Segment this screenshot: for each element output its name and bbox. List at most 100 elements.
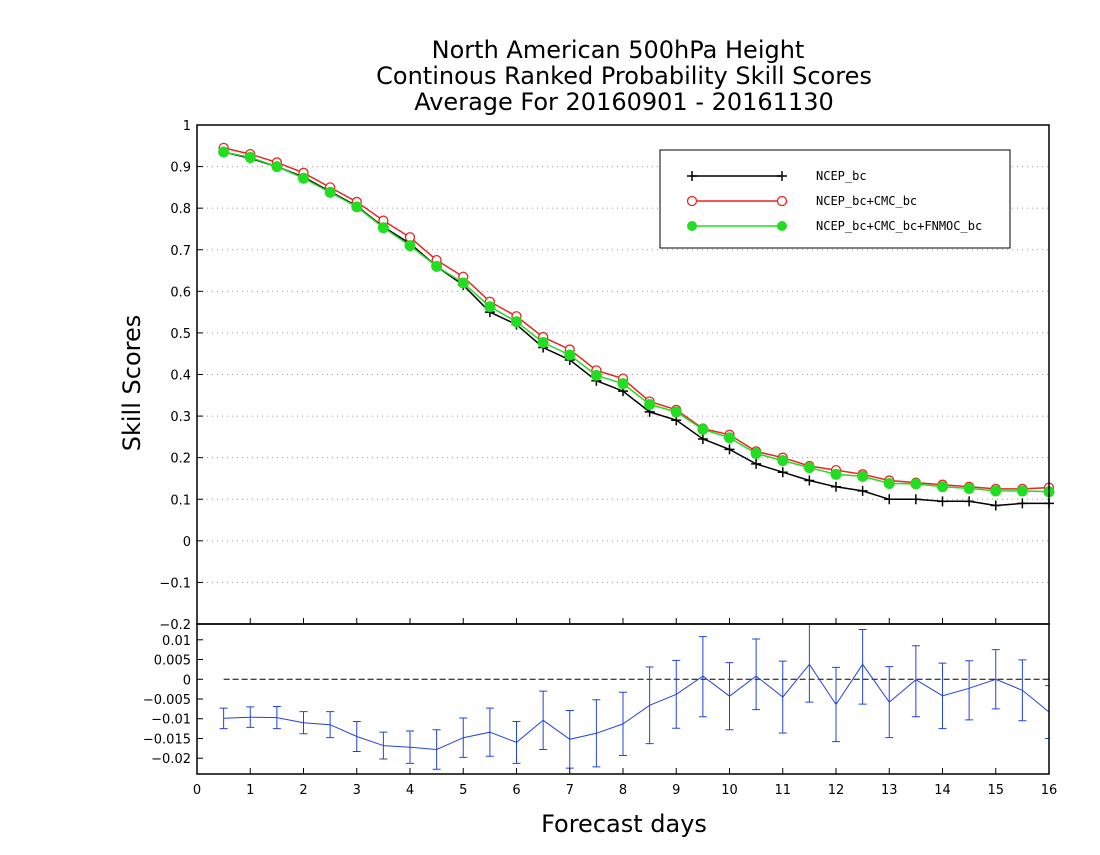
y-tick-label: −0.2 <box>159 618 191 633</box>
data-point <box>298 172 309 184</box>
x-tick-label: 3 <box>353 783 361 798</box>
data-point <box>324 186 336 198</box>
data-point <box>724 432 735 444</box>
error-bar <box>911 645 920 718</box>
data-point <box>724 444 735 455</box>
error-bar <box>219 707 228 730</box>
data-point <box>831 481 841 492</box>
y-tick-label: 0.6 <box>170 285 191 300</box>
error-bar <box>805 624 814 703</box>
x-tick-label: 0 <box>193 783 201 798</box>
error-bar <box>645 666 654 745</box>
data-point <box>751 458 762 469</box>
error-bar <box>991 649 1000 710</box>
error-bar <box>672 659 681 729</box>
y-tick-label: 0.8 <box>170 202 191 217</box>
title-line-2: Continous Ranked Probability Skill Score… <box>376 62 872 90</box>
error-bar <box>379 731 388 760</box>
x-tick-label: 12 <box>828 783 845 798</box>
legend: NCEP_bc NCEP_bc+CMC_bc NCEP_bc+CMC_bc+FNMO… <box>659 149 1011 249</box>
data-point <box>990 500 1001 511</box>
y-tick-label: 0.5 <box>170 327 191 342</box>
series-2 <box>218 146 1055 498</box>
y-tick-label: −0.1 <box>159 576 191 591</box>
error-bar <box>432 729 441 770</box>
data-point <box>937 496 948 507</box>
bottom-panel-y-ticks: −0.02 −0.015 −0.01 −0.005 0 0.005 0.01 <box>143 634 203 767</box>
data-point <box>351 201 363 213</box>
data-point <box>404 240 416 252</box>
x-tick-label: 16 <box>1041 783 1058 798</box>
data-point <box>1017 498 1028 509</box>
data-point <box>910 494 921 505</box>
y-tick-label: 0.005 <box>154 654 191 669</box>
y-axis-label: Skill Scores <box>118 315 146 452</box>
data-point <box>964 496 975 507</box>
legend-entry: NCEP_bc+CMC_bc+FNMOC_bc <box>687 219 982 233</box>
x-axis-ticks: 0 1 2 3 4 5 6 7 8 9 10 11 12 13 14 15 16 <box>193 618 1057 798</box>
x-tick-label: 2 <box>299 783 307 798</box>
error-bar <box>698 636 707 718</box>
data-point <box>697 433 708 444</box>
data-point <box>884 494 895 505</box>
data-point <box>244 151 256 163</box>
data-point <box>857 470 869 482</box>
y-tick-label: 0.7 <box>170 244 191 259</box>
x-tick-label: 5 <box>459 783 467 798</box>
data-point <box>777 455 789 467</box>
data-point <box>990 485 1002 497</box>
data-point <box>777 467 788 478</box>
data-point <box>271 161 283 173</box>
data-point <box>484 301 496 313</box>
error-bar <box>299 711 308 735</box>
x-tick-label: 7 <box>566 783 574 798</box>
data-point <box>431 260 443 272</box>
legend-marker <box>687 221 697 231</box>
legend-label: NCEP_bc+CMC_bc <box>816 194 917 208</box>
y-tick-label: 0.3 <box>170 410 191 425</box>
data-point <box>883 477 895 489</box>
data-point <box>830 468 842 480</box>
error-bar <box>1018 659 1027 722</box>
error-bar <box>272 706 281 730</box>
legend-entry: NCEP_bc <box>687 169 867 183</box>
data-point <box>377 222 389 234</box>
data-point <box>644 398 656 410</box>
y-tick-label: 1 <box>183 119 191 134</box>
y-tick-label: 0 <box>183 535 191 550</box>
y-tick-label: −0.005 <box>143 693 191 708</box>
error-bar <box>778 660 787 734</box>
x-tick-label: 1 <box>246 783 254 798</box>
legend-label: NCEP_bc+CMC_bc+FNMOC_bc <box>816 219 982 233</box>
top-panel-gridlines <box>197 166 1049 583</box>
x-tick-label: 11 <box>774 783 791 798</box>
x-tick-label: 15 <box>987 783 1004 798</box>
x-tick-label: 13 <box>881 783 898 798</box>
x-tick-label: 14 <box>934 783 951 798</box>
error-bar <box>1045 685 1049 739</box>
x-tick-label: 6 <box>512 783 520 798</box>
error-bar <box>938 662 947 730</box>
legend-marker <box>777 221 787 231</box>
data-point <box>617 378 629 390</box>
error-bar <box>512 721 521 764</box>
error-bar <box>752 638 761 711</box>
error-bar <box>592 699 601 768</box>
data-point <box>1016 485 1028 497</box>
top-panel-y-ticks: −0.2 −0.1 0 0.1 0.2 0.3 0.4 0.5 0.6 0.7 0.8 0.9 1 <box>159 119 203 633</box>
y-tick-label: 0.4 <box>170 369 191 384</box>
data-point <box>590 369 602 381</box>
error-bar <box>565 709 574 769</box>
top-panel-series <box>218 142 1055 511</box>
error-bar <box>619 691 627 756</box>
x-axis-label: Forecast days <box>541 810 707 838</box>
legend-entries: NCEP_bc NCEP_bc+CMC_bc NCEP_bc+CMC_bc+FNMO… <box>686 169 982 233</box>
x-tick-label: 8 <box>619 783 627 798</box>
legend-marker <box>777 171 787 181</box>
data-point <box>910 478 922 490</box>
error-bar <box>725 662 734 731</box>
difference-line <box>223 663 1049 751</box>
data-point <box>804 475 815 486</box>
